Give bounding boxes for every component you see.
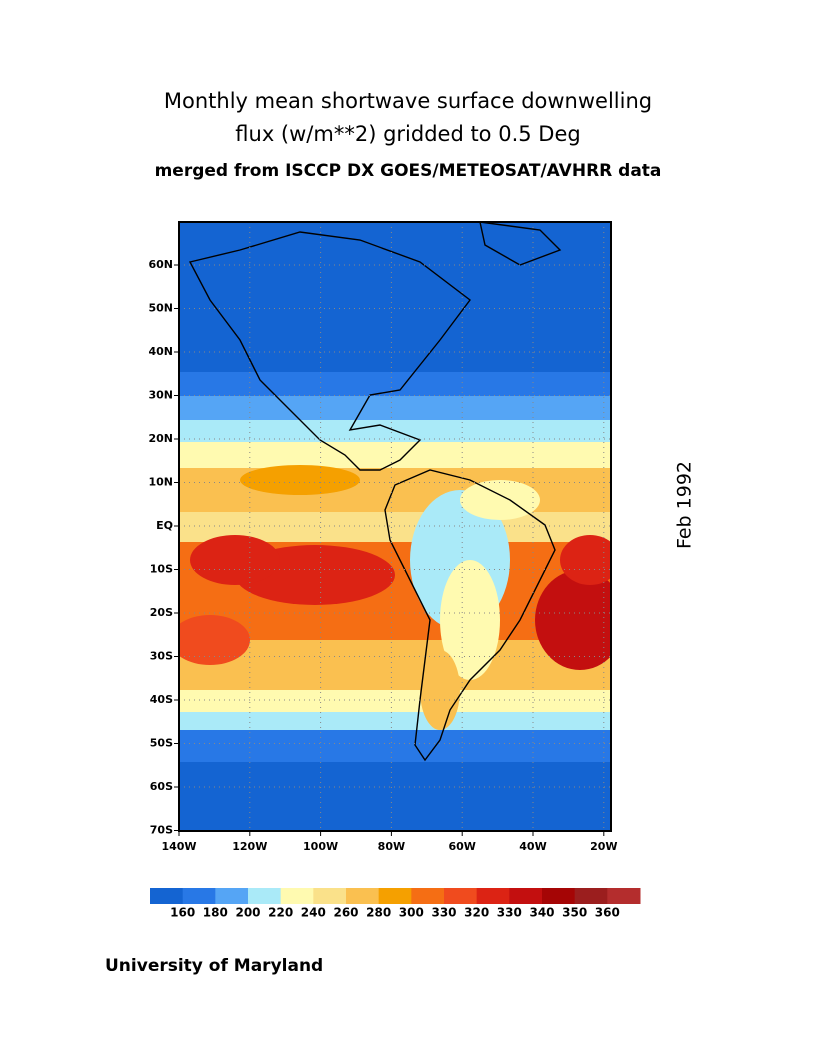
field-band <box>179 396 611 420</box>
colorbar-label: 280 <box>366 906 391 920</box>
coastline <box>188 231 471 471</box>
title-line: flux (w/m**2) gridded to 0.5 Deg <box>235 122 580 146</box>
lat-label: 20S <box>150 606 173 619</box>
colorbar-label: 180 <box>203 906 228 920</box>
lat-label: 40N <box>148 345 173 358</box>
lon-label: 40W <box>519 840 546 853</box>
lat-label: 40S <box>150 693 173 706</box>
lat-label: 60N <box>148 258 173 271</box>
lat-label: 50N <box>148 302 173 315</box>
colorbar-label: 320 <box>464 906 489 920</box>
map-frame <box>178 221 612 832</box>
field-band <box>179 468 611 512</box>
lat-label: 70S <box>150 824 173 837</box>
field-blob <box>179 615 250 665</box>
field-band <box>179 730 611 762</box>
lon-label: 60W <box>448 840 475 853</box>
subtitle: merged from ISCCP DX GOES/METEOSAT/AVHRR… <box>155 161 662 181</box>
colorbar-label: 330 <box>497 906 522 920</box>
lon-label: 100W <box>303 840 338 853</box>
lon-label: 140W <box>161 840 196 853</box>
field-band <box>179 442 611 468</box>
field-band <box>179 222 611 372</box>
field-blob <box>190 535 280 585</box>
lat-label: 30N <box>148 389 173 402</box>
colorbar-label: 260 <box>333 906 358 920</box>
field-band <box>179 712 611 730</box>
colorbar-box <box>248 888 282 904</box>
lat-label: 30S <box>150 650 173 663</box>
lat-label: 50S <box>150 737 173 750</box>
field-band <box>179 372 611 396</box>
map: 60N 50N 40N 30N 20N 10N EQ 10S 20S 30S 40S 50S 60S 70… <box>148 221 618 853</box>
colorbar-label: 350 <box>562 906 587 920</box>
coastline <box>479 222 562 266</box>
lat-label: 10S <box>150 563 173 576</box>
colorbar-label: 330 <box>431 906 456 920</box>
colorbar-box <box>509 888 543 904</box>
colorbar-label: 200 <box>235 906 260 920</box>
lat-label: 20N <box>148 432 173 445</box>
colorbar-label: 160 <box>170 906 195 920</box>
colorbar-label: 360 <box>595 906 620 920</box>
field-band <box>179 762 611 831</box>
colorbar-label: 300 <box>399 906 424 920</box>
date-label: Feb 1992 <box>674 461 696 549</box>
lon-label: 120W <box>232 840 267 853</box>
title-line: Monthly mean shortwave surface downwelli… <box>164 89 652 113</box>
field-blob <box>535 570 611 670</box>
lat-label: EQ <box>156 519 173 532</box>
colorbar-box <box>313 888 347 904</box>
colorbar-box <box>215 888 249 904</box>
colorbar-box <box>476 888 510 904</box>
field-blob <box>420 650 460 730</box>
field-blob <box>460 480 540 520</box>
colorbar-box <box>378 888 412 904</box>
colorbar-box <box>182 888 216 904</box>
lat-label: 10N <box>148 476 173 489</box>
colorbar-box <box>444 888 478 904</box>
colorbar-box <box>150 888 184 904</box>
colorbar-box <box>542 888 576 904</box>
field <box>179 222 611 831</box>
coastline <box>384 469 556 762</box>
lon-label: 20W <box>590 840 617 853</box>
colorbar-box <box>607 888 641 904</box>
colorbar-label: 240 <box>301 906 326 920</box>
colorbar-label: 340 <box>529 906 554 920</box>
footer: University of Maryland <box>105 956 323 976</box>
colorbar-box <box>574 888 608 904</box>
colorbar-box <box>411 888 445 904</box>
field-band <box>179 690 611 712</box>
lon-label: 80W <box>378 840 405 853</box>
colorbar-box <box>280 888 314 904</box>
field-band <box>179 640 611 690</box>
lat-label: 60S <box>150 780 173 793</box>
colorbar-box <box>346 888 380 904</box>
field-blob <box>560 535 611 585</box>
colorbar-label: 220 <box>268 906 293 920</box>
field-blob <box>240 465 360 495</box>
field-blob <box>440 560 500 680</box>
